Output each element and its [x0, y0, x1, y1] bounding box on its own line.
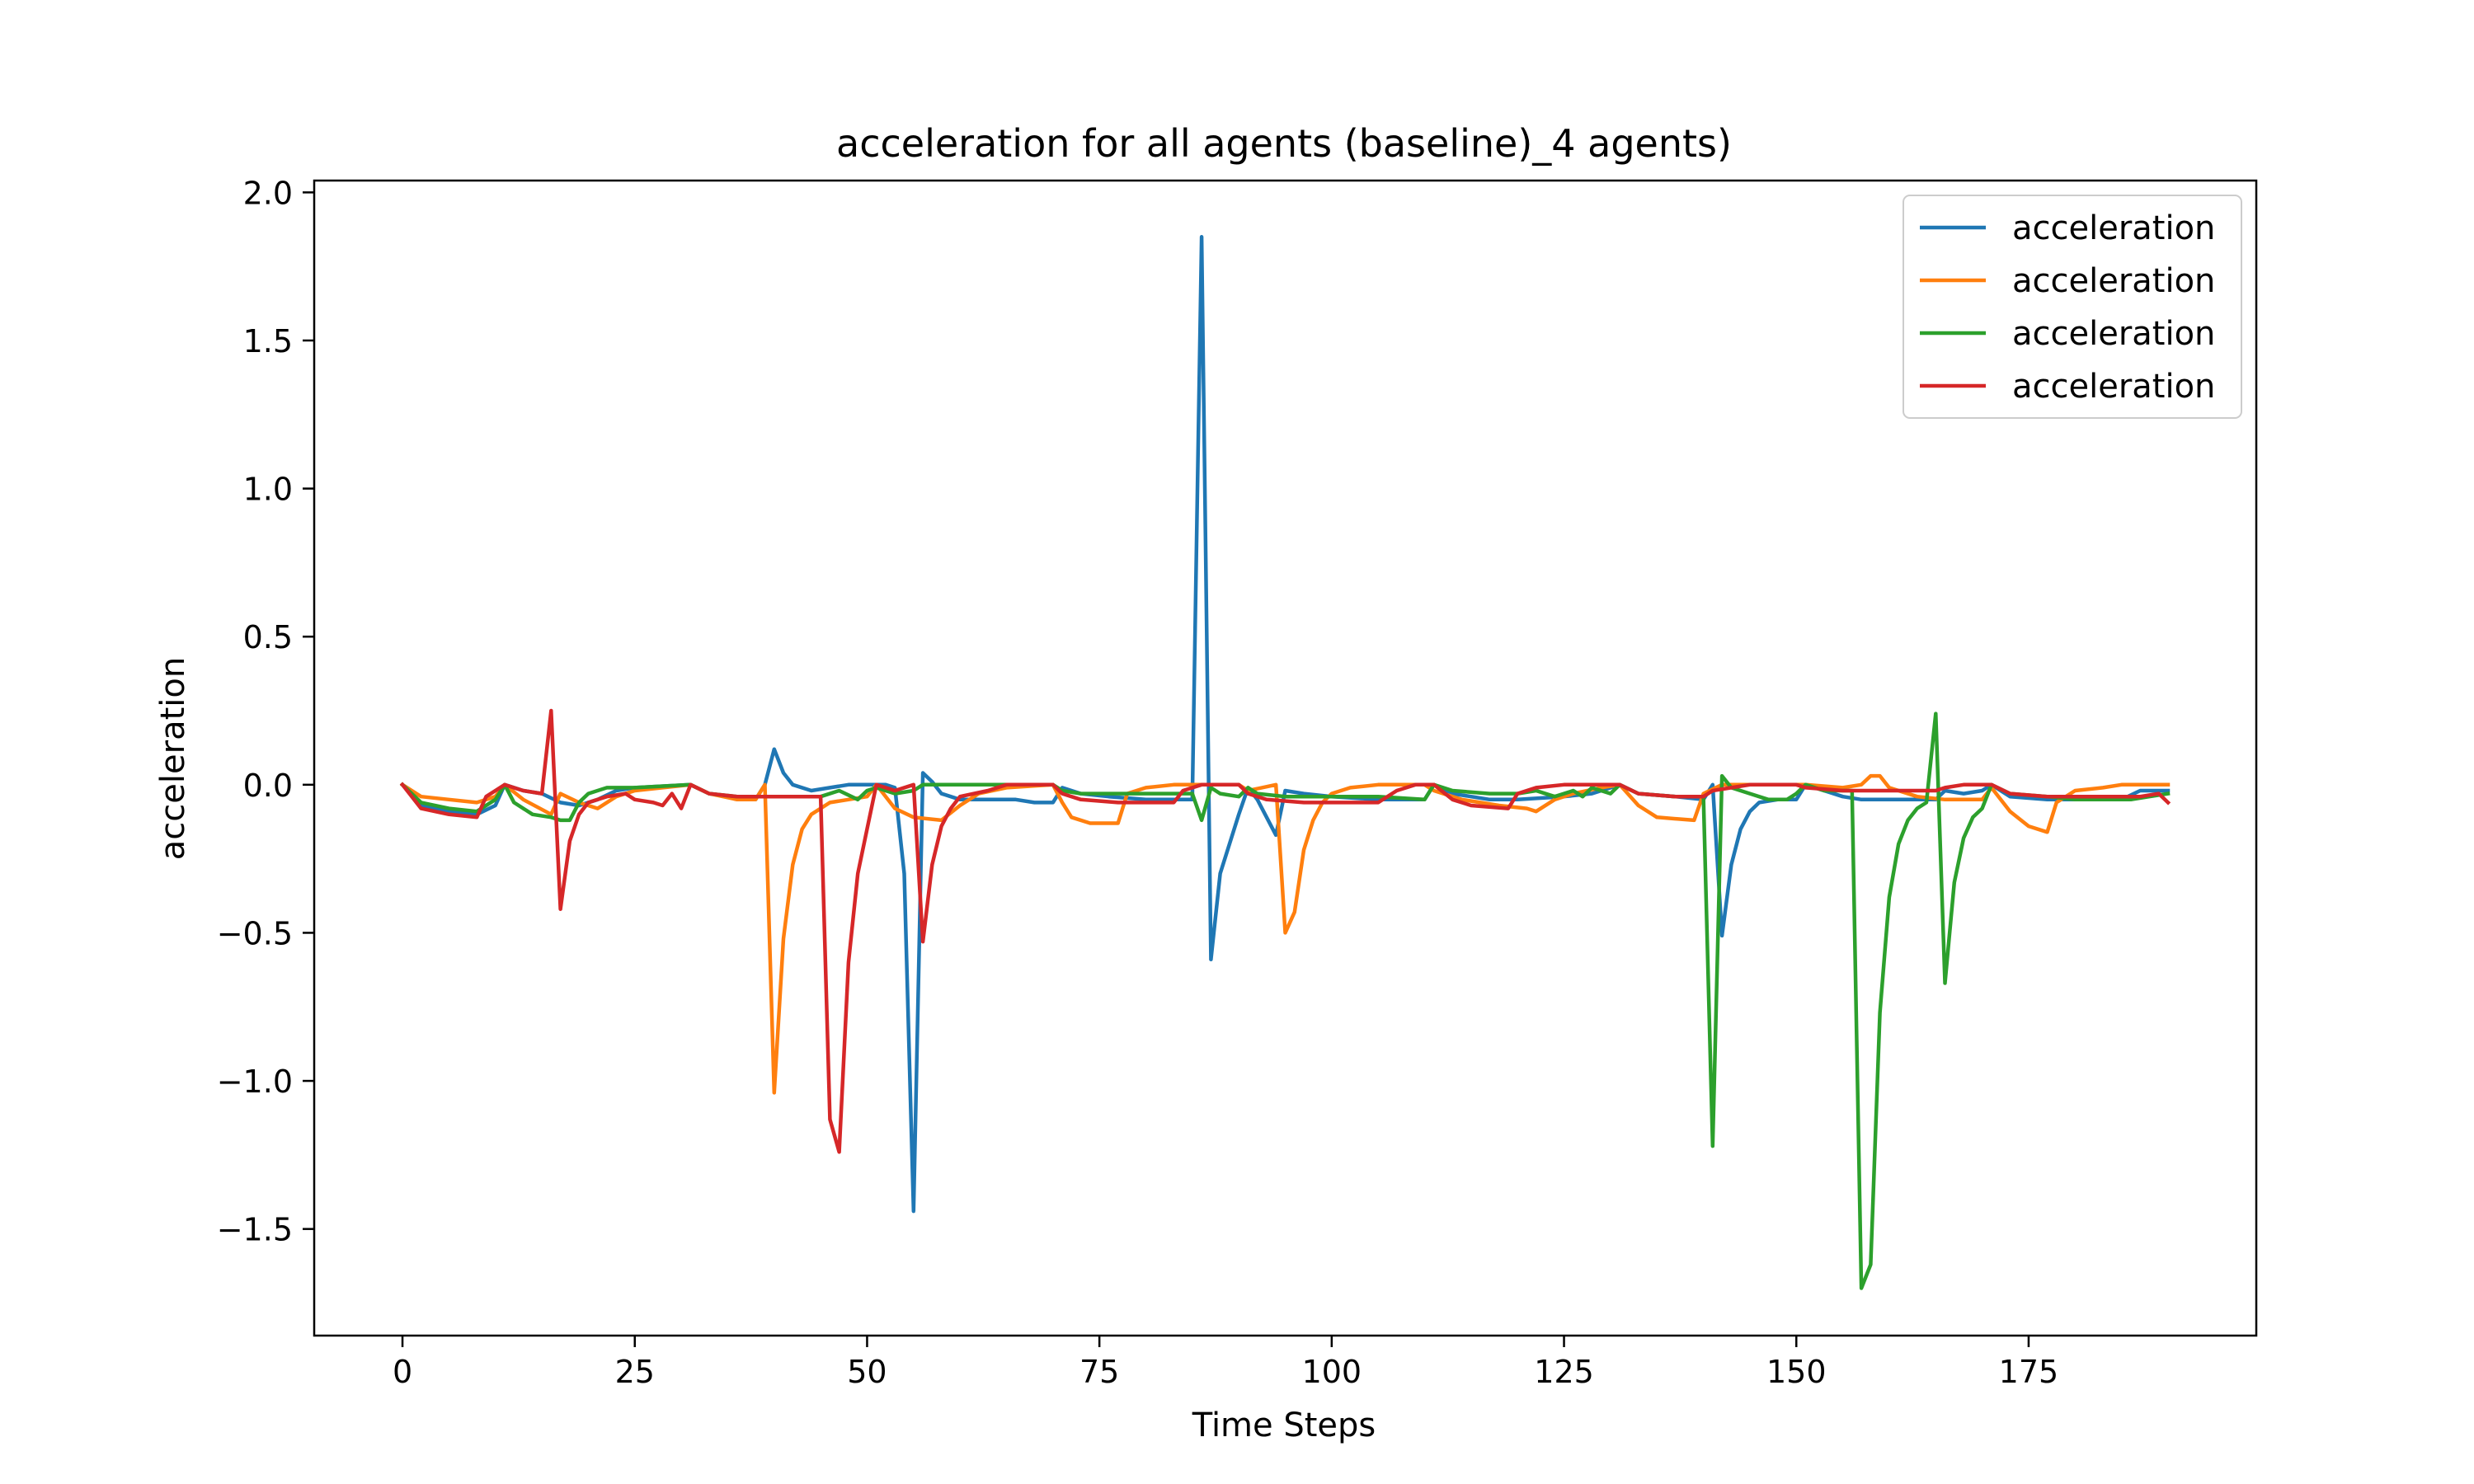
legend-box	[1903, 195, 2242, 419]
legend-label-3: acceleration	[2012, 315, 2215, 353]
x-axis-label: Time Steps	[1192, 1407, 1376, 1444]
y-tick-label: −1.5	[217, 1212, 293, 1248]
x-tick-label: 175	[1999, 1354, 2059, 1390]
x-tick-label: 100	[1302, 1354, 1362, 1390]
x-tick-label: 0	[393, 1354, 412, 1390]
y-tick-label: −1.0	[217, 1064, 293, 1100]
legend: acceleration acceleration acceleration acce…	[1903, 195, 2242, 419]
chart-title: acceleration for all agents (baseline)_4…	[836, 121, 1732, 166]
x-tick-label: 25	[615, 1354, 655, 1390]
legend-label-4: acceleration	[2012, 368, 2215, 406]
y-tick-label: 1.5	[243, 323, 293, 359]
y-tick-label: 0.5	[243, 619, 293, 655]
y-tick-label: −0.5	[217, 915, 293, 951]
series-line-3	[399, 711, 2171, 1290]
x-tick-label: 75	[1079, 1354, 1119, 1390]
x-tick-label: 125	[1534, 1354, 1594, 1390]
x-tick-label: 150	[1766, 1354, 1827, 1390]
legend-label-2: acceleration	[2012, 262, 2215, 300]
x-axis-ticks: 0 25 50 75 100 125 150 175	[393, 1336, 2058, 1390]
y-tick-label: 0.0	[243, 768, 293, 804]
plot-frame	[313, 179, 2258, 1337]
plot-lines	[399, 235, 2171, 1290]
x-tick-label: 50	[847, 1354, 887, 1390]
series-line-4	[399, 708, 2171, 1154]
y-axis-ticks: −1.5 −1.0 −0.5 0.0 0.5 1.0 1.5 2.0	[217, 175, 314, 1248]
y-tick-label: 1.0	[243, 472, 293, 508]
y-tick-label: 2.0	[243, 175, 293, 211]
legend-label-1: acceleration	[2012, 209, 2215, 247]
y-axis-label: acceleration	[154, 657, 192, 860]
